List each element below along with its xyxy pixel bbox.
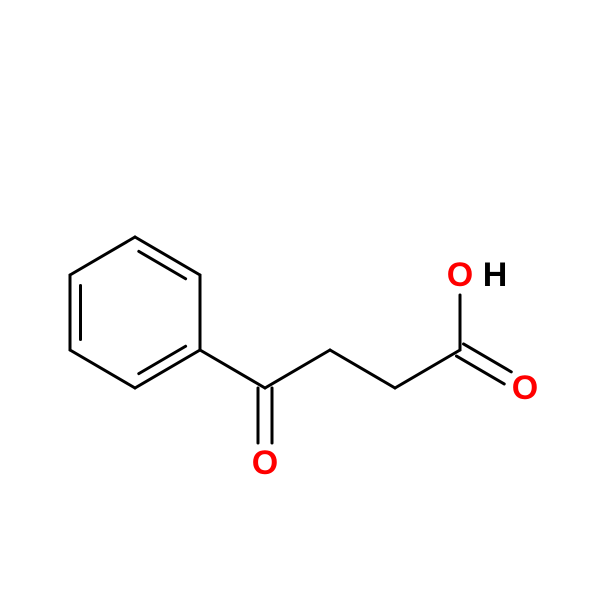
atom-label-h1: H: [483, 256, 508, 294]
atom-label-o2: O: [512, 369, 538, 407]
atom-label-o1: O: [252, 444, 278, 482]
molecule-diagram: OOOH: [0, 0, 600, 600]
atom-label-o3: O: [447, 256, 473, 294]
bonds-group: [70, 237, 511, 443]
